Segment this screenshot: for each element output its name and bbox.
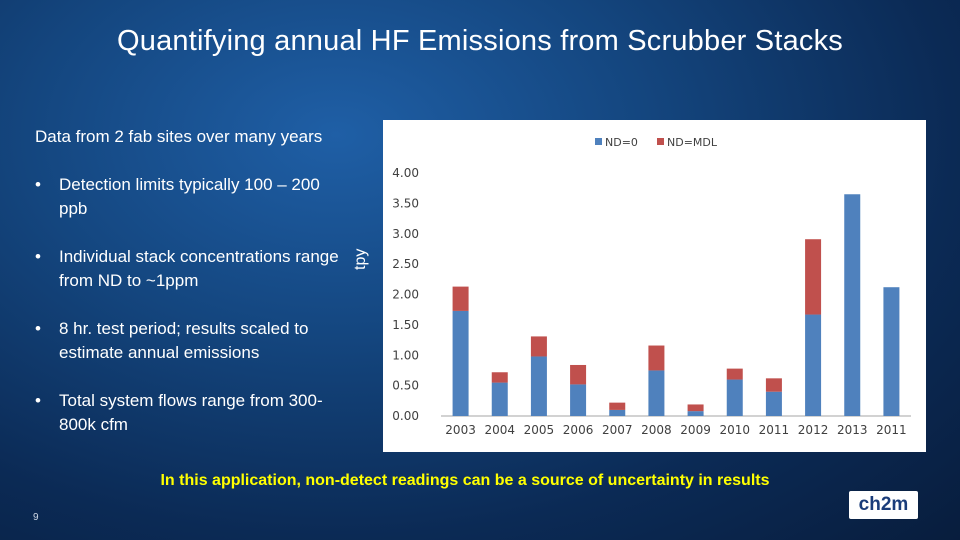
bar-ndmdl <box>452 286 469 311</box>
bar-nd0 <box>765 391 782 416</box>
bar-nd0 <box>648 370 665 416</box>
y-tick-label: 2.50 <box>392 257 419 271</box>
bar-ndmdl <box>726 368 743 380</box>
x-tick-label: 2012 <box>798 423 829 437</box>
y-tick-label: 4.00 <box>392 166 419 180</box>
bar-nd0 <box>687 411 704 416</box>
bar-ndmdl <box>570 364 587 385</box>
legend-label: ND=0 <box>605 136 638 149</box>
y-tick-label: 0.50 <box>392 379 419 393</box>
bullet-text: 8 hr. test period; results scaled to est… <box>59 319 309 362</box>
bullet-test-period: • 8 hr. test period; results scaled to e… <box>35 317 345 365</box>
intro-text: Data from 2 fab sites over many years <box>35 127 323 146</box>
bar-ndmdl <box>765 378 782 392</box>
page-number: 9 <box>33 512 39 523</box>
legend-swatch <box>657 138 664 145</box>
x-tick-label: 2004 <box>484 423 515 437</box>
bar-nd0 <box>844 194 861 416</box>
y-tick-label: 3.00 <box>392 227 419 241</box>
bullet-glyph: • <box>35 319 41 338</box>
bar-ndmdl <box>530 336 547 357</box>
bar-nd0 <box>726 379 743 416</box>
bar-nd0 <box>570 384 587 416</box>
legend-swatch <box>595 138 602 145</box>
x-tick-label: 2011 <box>759 423 790 437</box>
bullet-stack-concentrations: • Individual stack concentrations range … <box>35 245 345 293</box>
x-tick-label: 2006 <box>563 423 594 437</box>
bar-nd0 <box>491 382 508 416</box>
x-tick-label: 2010 <box>719 423 750 437</box>
bullet-system-flows: • Total system flows range from 300-800k… <box>35 389 345 437</box>
x-tick-label: 2005 <box>524 423 555 437</box>
bar-nd0 <box>883 287 900 416</box>
x-tick-label: 2011 <box>876 423 907 437</box>
bar-ndmdl <box>609 402 626 410</box>
bullet-glyph: • <box>35 175 41 194</box>
bullet-detection-limits: • Detection limits typically 100 – 200 p… <box>35 173 345 221</box>
slide-title: Quantifying annual HF Emissions from Scr… <box>116 25 844 57</box>
emissions-chart: 0.00 0.50 1.00 1.50 2.00 2.50 3.00 3.50 4.00 2003… <box>383 120 926 452</box>
y-tick-label: 1.50 <box>392 318 419 332</box>
chart-svg: 0.00 0.50 1.00 1.50 2.00 2.50 3.00 3.50 4.00 2003… <box>392 136 911 437</box>
bar-ndmdl <box>648 345 665 371</box>
bar-nd0 <box>609 409 626 416</box>
bar-nd0 <box>805 314 822 416</box>
x-tick-label: 2013 <box>837 423 868 437</box>
bullet-text: Total system flows range from 300-800k c… <box>59 391 323 434</box>
y-axis-label: tpy <box>352 248 369 270</box>
y-tick-label: 3.50 <box>392 196 419 210</box>
footer-note: In this application, non-detect readings… <box>160 472 770 489</box>
x-tick-label: 2003 <box>445 423 476 437</box>
bullet-glyph: • <box>35 247 41 266</box>
legend-label: ND=MDL <box>667 136 718 149</box>
bullet-glyph: • <box>35 391 41 410</box>
bar-nd0 <box>530 356 547 416</box>
bar-nd0 <box>452 310 469 416</box>
bar-ndmdl <box>491 372 508 383</box>
y-tick-label: 2.00 <box>392 288 419 302</box>
bullet-text: Individual stack concentrations range fr… <box>59 247 339 290</box>
x-tick-label: 2008 <box>641 423 672 437</box>
x-tick-label: 2007 <box>602 423 633 437</box>
bar-ndmdl <box>805 239 822 315</box>
ch2m-logo: ch2m <box>849 491 918 519</box>
bar-ndmdl <box>687 404 704 412</box>
y-tick-label: 1.00 <box>392 348 419 362</box>
bullet-text: Detection limits typically 100 – 200 ppb <box>59 175 320 218</box>
x-tick-label: 2009 <box>680 423 711 437</box>
y-tick-label: 0.00 <box>392 409 419 423</box>
